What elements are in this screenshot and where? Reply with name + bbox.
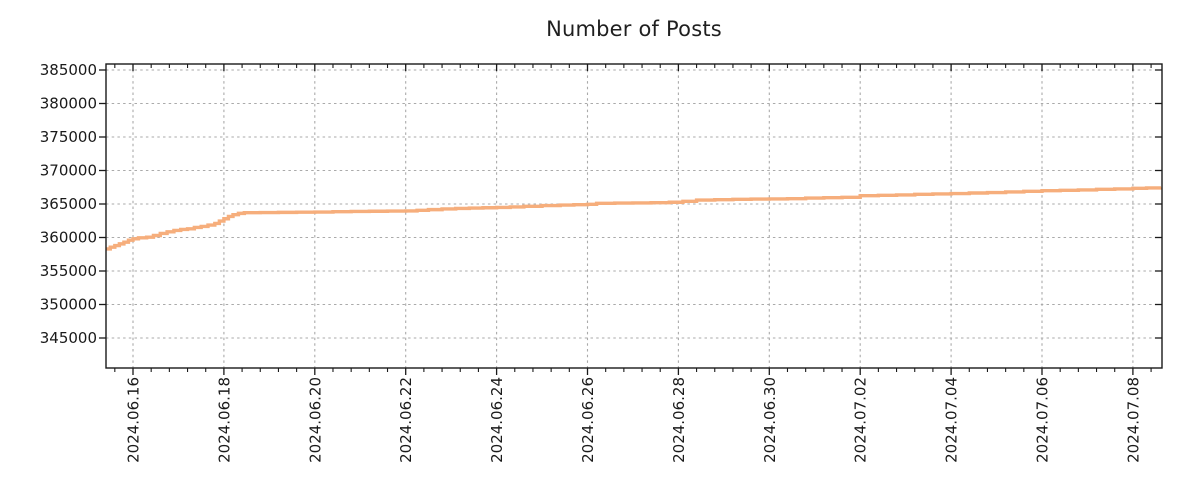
y-tick-label: 375000 (40, 128, 97, 146)
x-tick-label: 2024.06.20 (306, 377, 324, 463)
x-tick-label: 2024.06.22 (397, 377, 415, 463)
ticks-group (99, 64, 1162, 375)
y-tick-label: 385000 (40, 61, 97, 79)
y-tick-label: 380000 (40, 95, 97, 113)
y-tick-label: 365000 (40, 195, 97, 213)
series-group (106, 186, 1162, 251)
y-tick-label: 360000 (40, 229, 97, 247)
x-tick-label: 2024.07.02 (852, 377, 870, 463)
y-tick-label: 355000 (40, 262, 97, 280)
plot-frame (105, 63, 1163, 369)
chart-title: Number of Posts (546, 17, 722, 41)
x-tick-label: 2024.06.28 (670, 377, 688, 463)
x-tick-label: 2024.06.18 (215, 377, 233, 463)
x-tick-label: 2024.07.06 (1034, 377, 1052, 463)
grid-group (106, 64, 1162, 368)
x-tick-label: 2024.06.16 (125, 377, 143, 463)
tick-labels-group: 2024.06.16 2024.06.18 2024.06.20 2024.06.22… (40, 61, 1143, 463)
x-tick-label: 2024.07.04 (943, 377, 961, 463)
y-tick-label: 370000 (40, 162, 97, 180)
y-tick-label: 345000 (40, 329, 97, 347)
x-tick-label: 2024.07.08 (1124, 377, 1142, 463)
x-tick-label: 2024.06.30 (761, 377, 779, 463)
x-tick-label: 2024.06.26 (579, 377, 597, 463)
x-tick-label: 2024.06.24 (488, 377, 506, 463)
series-line-number-of-posts (106, 186, 1162, 251)
y-tick-label: 350000 (40, 296, 97, 314)
